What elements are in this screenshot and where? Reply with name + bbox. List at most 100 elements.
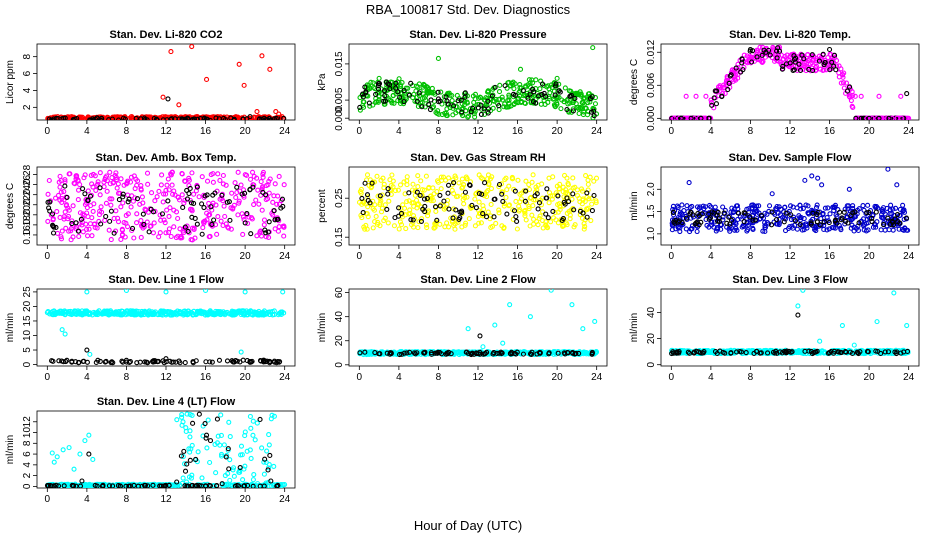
panel-title: Stan. Dev. Li-820 CO2 — [110, 29, 223, 41]
data-point — [216, 116, 222, 120]
data-point — [516, 203, 522, 209]
data-point — [544, 186, 550, 192]
data-point — [91, 201, 97, 207]
x-tick-label: 24 — [279, 251, 291, 262]
data-points — [669, 289, 911, 357]
data-point — [478, 102, 484, 108]
data-point — [458, 97, 464, 103]
data-point — [202, 117, 208, 120]
x-tick-label: 4 — [396, 251, 402, 262]
data-point — [441, 198, 447, 204]
y-tick-label: 0.18 — [22, 215, 33, 235]
data-point — [84, 347, 90, 353]
data-point — [175, 215, 181, 222]
data-point — [397, 94, 403, 100]
data-point — [111, 215, 117, 221]
data-point — [776, 216, 782, 222]
data-point — [69, 221, 75, 227]
data-point — [370, 80, 376, 86]
data-point — [802, 348, 808, 354]
data-point — [725, 86, 731, 93]
data-point — [249, 169, 256, 175]
data-point — [575, 104, 581, 110]
data-point — [801, 215, 807, 222]
data-point — [860, 203, 866, 209]
data-point — [838, 217, 844, 223]
data-point — [189, 208, 195, 214]
data-point — [886, 115, 892, 120]
data-point — [181, 200, 187, 206]
data-point — [104, 188, 110, 194]
y-tick-label: 20 — [646, 333, 657, 345]
data-point — [527, 314, 533, 320]
data-point — [239, 191, 245, 197]
data-point — [769, 191, 775, 197]
data-point — [107, 169, 113, 175]
x-tick-label: 20 — [552, 251, 564, 262]
x-tick-label: 12 — [160, 494, 172, 505]
data-point — [415, 184, 421, 190]
data-point — [381, 181, 387, 187]
data-point — [511, 208, 518, 214]
data-point — [218, 218, 224, 224]
data-point — [219, 192, 225, 198]
data-point — [147, 223, 153, 229]
data-point — [478, 220, 484, 226]
data-point — [849, 350, 856, 356]
y-axis-label: ml/min — [629, 313, 640, 342]
x-tick-label: 20 — [552, 372, 564, 383]
data-point — [360, 94, 366, 100]
data-point — [266, 178, 272, 184]
data-point — [801, 63, 807, 69]
data-point — [77, 181, 83, 188]
data-point — [567, 216, 573, 222]
data-point — [120, 359, 126, 365]
data-point — [108, 202, 114, 208]
data-point — [839, 322, 845, 329]
data-point — [173, 359, 179, 365]
plot-frame — [36, 410, 296, 489]
data-point — [476, 191, 482, 197]
data-point — [101, 179, 107, 185]
data-point — [564, 98, 570, 104]
data-point — [372, 219, 378, 225]
data-point — [880, 209, 886, 215]
data-point — [553, 351, 559, 357]
x-tick-label: 24 — [279, 372, 291, 383]
data-point — [814, 348, 820, 354]
data-point — [417, 192, 423, 198]
data-point — [535, 182, 541, 188]
data-point — [882, 349, 888, 355]
data-point — [722, 350, 728, 356]
data-point — [233, 194, 239, 201]
data-point — [451, 191, 457, 197]
data-point — [573, 91, 579, 97]
data-point — [438, 174, 444, 180]
data-point — [437, 203, 443, 209]
data-point — [116, 197, 122, 203]
data-point — [522, 100, 528, 106]
data-point — [727, 228, 733, 234]
data-point — [734, 349, 740, 355]
y-axis-label: kPa — [317, 73, 328, 91]
data-point — [175, 194, 181, 201]
data-point — [261, 222, 267, 228]
data-point — [59, 228, 65, 234]
data-point — [240, 231, 246, 238]
data-point — [585, 91, 592, 97]
data-point — [267, 117, 273, 120]
data-point — [224, 199, 230, 205]
data-point — [713, 101, 719, 107]
data-point — [472, 114, 478, 120]
data-point — [432, 224, 438, 230]
data-point — [480, 211, 486, 217]
data-point — [813, 68, 819, 74]
data-point — [450, 215, 456, 221]
data-point — [774, 221, 780, 227]
data-point — [114, 185, 120, 191]
data-point — [254, 116, 260, 120]
data-point — [529, 212, 535, 218]
data-point — [387, 350, 393, 356]
data-point — [170, 312, 176, 318]
data-point — [451, 103, 457, 109]
